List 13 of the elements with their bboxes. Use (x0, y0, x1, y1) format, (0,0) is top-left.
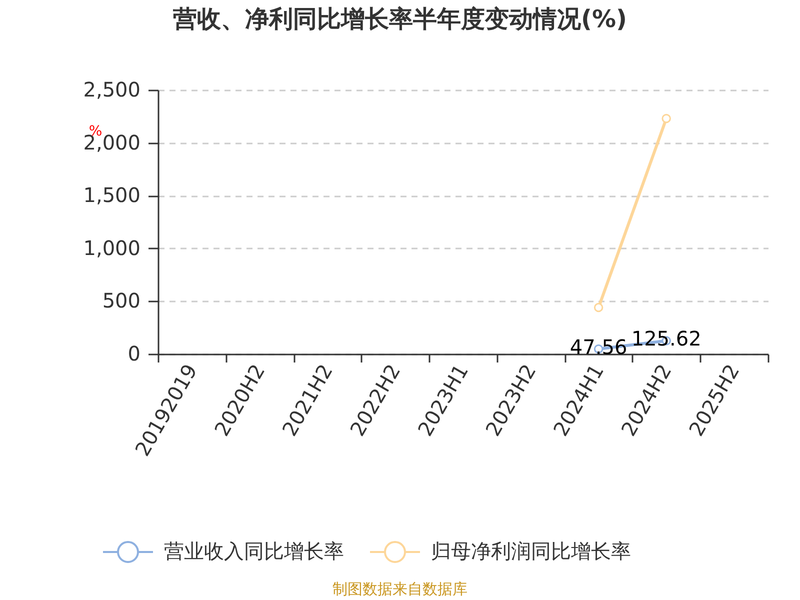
y-tick-label: 2,500 (83, 78, 140, 102)
y-tick-label: 500 (102, 288, 140, 313)
legend-label: 营业收入同比增长率 (164, 539, 344, 563)
y-tick-label: 0 (128, 342, 140, 366)
y-tick-label: 1,500 (83, 183, 140, 208)
text: 制图数据来自数据库 (332, 580, 468, 598)
chart-title: 营收、净利同比增长率半年度变动情况(%) (172, 5, 627, 33)
point (594, 302, 604, 312)
data-label: 125.62 (631, 326, 702, 351)
data-label: 47.56 (570, 334, 628, 359)
point (662, 114, 671, 124)
legend-label: 归母净利润同比增长率 (431, 539, 631, 563)
y-tick-label: 1,000 (83, 236, 140, 260)
